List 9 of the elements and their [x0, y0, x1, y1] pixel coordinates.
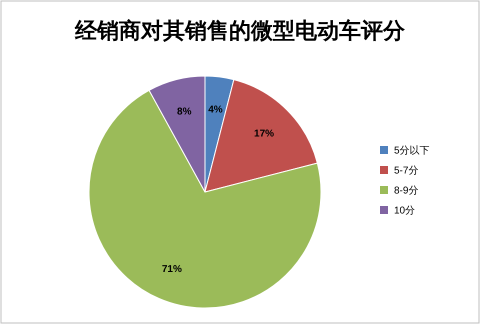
data-label: 4%: [208, 104, 223, 116]
chart-title: 经销商对其销售的微型电动车评分: [74, 18, 406, 43]
data-label: 17%: [254, 128, 274, 140]
data-label: 71%: [162, 264, 182, 276]
legend-label: 10分: [394, 204, 416, 216]
legend-label: 5-7分: [394, 164, 418, 176]
legend-label: 5分以下: [394, 144, 430, 156]
legend-label: 8-9分: [394, 184, 418, 196]
data-label: 8%: [177, 106, 192, 118]
